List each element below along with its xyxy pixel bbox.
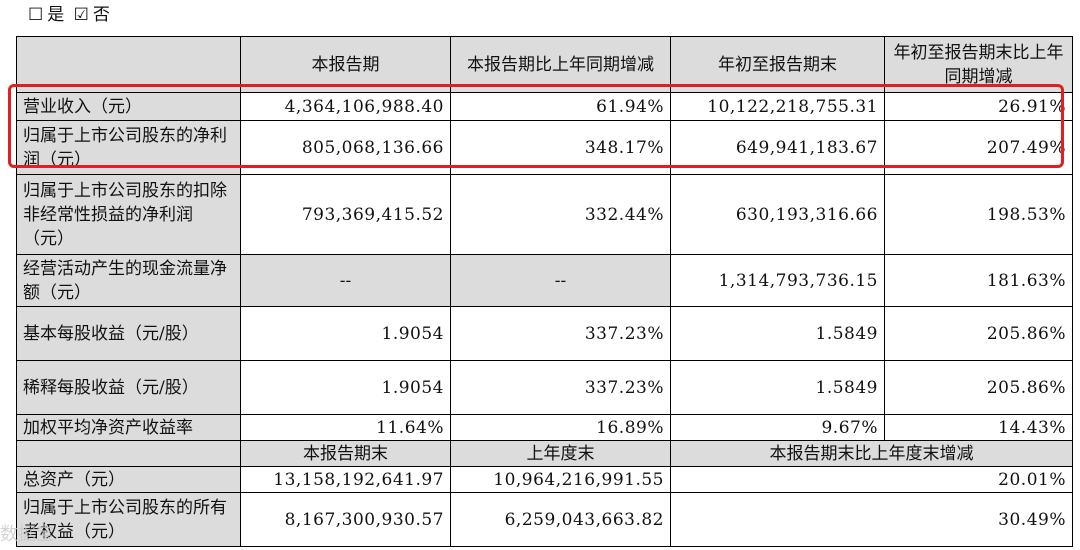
table-row: 加权平均净资产收益率 11.64% 16.89% 9.67% 14.43% [16, 414, 1073, 441]
header-row: 本报告期 本报告期比上年同期增减 年初至报告期末 年初至报告期末比上年同期增减 [16, 36, 1073, 93]
table-cell-empty: -- [240, 254, 451, 307]
table-cell: 1.9054 [240, 360, 451, 415]
table-cell: 4,364,106,988.40 [240, 92, 451, 121]
table-row: 归属于上市公司股东的扣除非经常性损益的净利润（元） 793,369,415.52… [16, 174, 1073, 255]
table-cell: 205.86% [884, 306, 1073, 361]
table-cell: 14.43% [884, 414, 1073, 441]
table-cell: 16.89% [450, 414, 671, 441]
row-label: 总资产（元） [16, 466, 241, 493]
watermark-text: 数据宝 [0, 524, 54, 545]
header-corner [16, 36, 241, 93]
option-yes-label: 是 [47, 5, 65, 25]
table-cell: 8,167,300,930.57 [240, 492, 451, 547]
row-label: 稀释每股收益（元/股） [16, 360, 241, 415]
table-cell: 1.5849 [670, 306, 885, 361]
financial-table: 本报告期 本报告期比上年同期增减 年初至报告期末 年初至报告期末比上年同期增减 … [16, 36, 1073, 547]
row-label: 营业收入（元） [16, 92, 241, 121]
table-cell: 6,259,043,663.82 [450, 492, 671, 547]
header-cell: 本报告期末比上年度末增减 [670, 440, 1073, 467]
table-cell: 1.9054 [240, 306, 451, 361]
header-cell: 本报告期比上年同期增减 [450, 36, 671, 93]
header-cell: 年初至报告期末 [670, 36, 885, 93]
header-cell: 上年度末 [450, 440, 671, 467]
table-cell: 181.63% [884, 254, 1073, 307]
table-row: 归属于上市公司股东的所有者权益（元） 8,167,300,930.57 6,25… [16, 492, 1073, 547]
table-cell-empty: -- [450, 254, 671, 307]
yes-no-options: ☐ 是 ☑ 否 [28, 4, 114, 26]
table-row: 总资产（元） 13,158,192,641.97 10,964,216,991.… [16, 466, 1073, 493]
row-label: 加权平均净资产收益率 [16, 414, 241, 441]
row-label: 归属于上市公司股东的扣除非经常性损益的净利润（元） [16, 174, 241, 255]
row-label: 归属于上市公司股东的所有者权益（元） [16, 492, 241, 547]
header-cell: 本报告期末 [240, 440, 451, 467]
watermark-logo: 数据宝 [0, 520, 54, 546]
table-cell: 337.23% [450, 360, 671, 415]
table-cell: 61.94% [450, 92, 671, 121]
header-cell: 年初至报告期末比上年同期增减 [884, 36, 1073, 93]
table-cell: 793,369,415.52 [240, 174, 451, 255]
table-cell: 10,964,216,991.55 [450, 466, 671, 493]
header-row-2: 本报告期末 上年度末 本报告期末比上年度末增减 [16, 440, 1073, 467]
table-cell: 198.53% [884, 174, 1073, 255]
table-row: 经营活动产生的现金流量净额（元） -- -- 1,314,793,736.15 … [16, 254, 1073, 307]
table-cell: 10,122,218,755.31 [670, 92, 885, 121]
table-cell: 11.64% [240, 414, 451, 441]
row-label: 经营活动产生的现金流量净额（元） [16, 254, 241, 307]
highlight-box [8, 84, 1064, 168]
table-row: 稀释每股收益（元/股） 1.9054 337.23% 1.5849 205.86… [16, 360, 1073, 415]
table-cell: 26.91% [884, 92, 1073, 121]
table-cell: 9.67% [670, 414, 885, 441]
row-label: 基本每股收益（元/股） [16, 306, 241, 361]
table-row: 基本每股收益（元/股） 1.9054 337.23% 1.5849 205.86… [16, 306, 1073, 361]
checkbox-checked-icon: ☑ [73, 5, 89, 25]
table-cell: 20.01% [670, 466, 1073, 493]
table-row: 营业收入（元） 4,364,106,988.40 61.94% 10,122,2… [16, 92, 1073, 121]
table-cell: 30.49% [670, 492, 1073, 547]
option-no-label: 否 [92, 5, 110, 25]
table-cell: 13,158,192,641.97 [240, 466, 451, 493]
checkbox-unchecked-icon: ☐ [28, 5, 44, 25]
table-cell: 205.86% [884, 360, 1073, 415]
header-corner [16, 440, 241, 467]
table-cell: 1,314,793,736.15 [670, 254, 885, 307]
table-cell: 1.5849 [670, 360, 885, 415]
table-cell: 332.44% [450, 174, 671, 255]
table-cell: 337.23% [450, 306, 671, 361]
table-cell: 630,193,316.66 [670, 174, 885, 255]
